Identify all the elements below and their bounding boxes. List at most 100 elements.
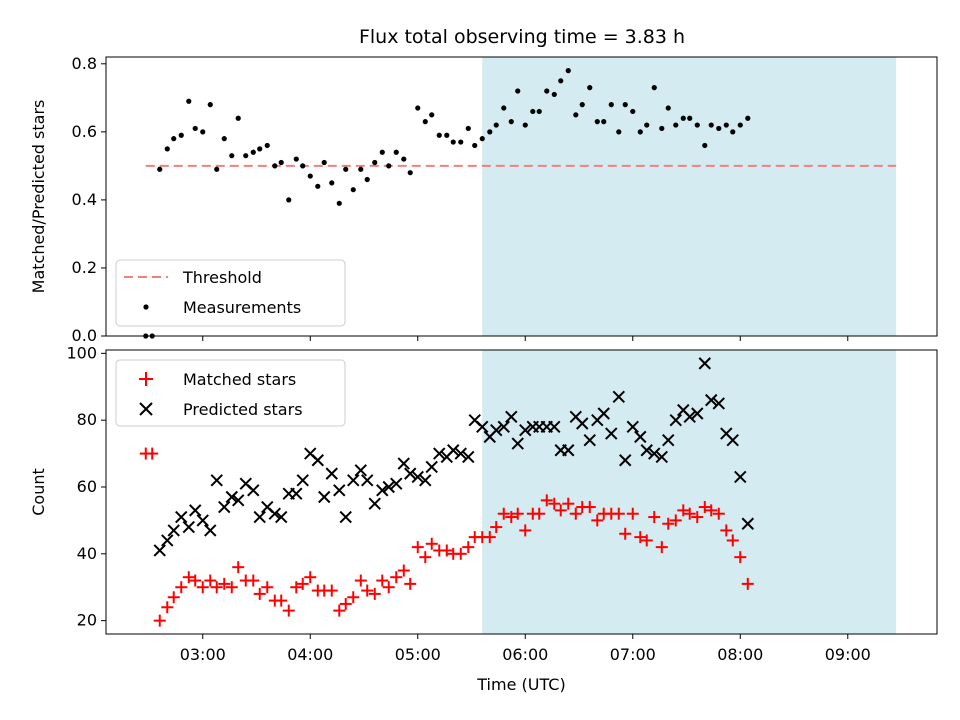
measurement-point	[214, 166, 220, 172]
predicted-star-point	[175, 510, 188, 524]
predicted-star-point	[519, 423, 532, 437]
measurement-point	[487, 129, 493, 135]
matched-star-point	[726, 534, 739, 547]
measurement-point	[708, 122, 714, 128]
y-tick-label: 20	[77, 611, 97, 630]
measurement-point	[379, 149, 385, 155]
predicted-star-point	[612, 390, 625, 403]
measurement-point	[544, 88, 550, 94]
measurement-point	[594, 119, 600, 125]
predicted-star-point	[318, 490, 331, 504]
predicted-star-point	[741, 517, 755, 530]
measurement-point	[307, 173, 313, 179]
measurement-point	[465, 125, 471, 132]
matched-star-point	[153, 614, 166, 627]
predicted-star-point	[411, 470, 424, 484]
measurement-point	[329, 180, 335, 186]
measurement-point	[637, 129, 643, 135]
y-tick-label: 40	[77, 544, 97, 563]
matched-star-point	[261, 581, 274, 594]
matched-star-point	[562, 497, 575, 510]
predicted-star-point	[605, 427, 618, 440]
measurement-point	[264, 142, 270, 149]
matched-star-point	[225, 581, 238, 594]
legend-predicted-label: Predicted stars	[183, 400, 303, 419]
matched-star-point	[167, 591, 180, 604]
measurement-point	[479, 136, 485, 142]
ratio-x-ticks	[202, 336, 849, 341]
measurement-point	[530, 108, 536, 115]
predicted-star-point	[683, 410, 696, 424]
predicted-star-point	[347, 474, 360, 487]
matched-star-point	[741, 577, 754, 590]
predicted-star-point	[290, 487, 303, 500]
predicted-star-point	[196, 514, 209, 527]
matched-star-point	[705, 504, 718, 517]
measurement-point	[386, 163, 392, 169]
measurement-point	[551, 91, 557, 98]
predicted-star-point	[640, 444, 653, 457]
predicted-star-point	[189, 504, 202, 517]
matched-star-point	[189, 574, 202, 587]
matched-star-point	[712, 507, 725, 520]
measurement-point	[171, 136, 177, 142]
count-legend-box	[115, 359, 346, 427]
matched-star-point	[669, 514, 682, 527]
matched-star-point	[411, 541, 424, 554]
matched-star-point	[333, 604, 346, 617]
measurement-point	[364, 176, 370, 183]
predicted-star-point	[476, 420, 489, 434]
observing-window-shade-bottom	[482, 350, 897, 634]
measurement-point	[737, 122, 743, 128]
measurement-point	[278, 159, 284, 166]
matched-star-point	[497, 507, 510, 520]
measurement-point	[436, 132, 442, 138]
matched-star-point	[662, 517, 675, 530]
matched-star-point	[161, 601, 174, 614]
measurement-point	[536, 108, 542, 115]
y-tick-label: 0.8	[72, 54, 97, 73]
predicted-star-point	[619, 454, 632, 467]
predicted-star-point	[583, 434, 596, 447]
legend-threshold-label: Threshold	[182, 268, 262, 287]
measurement-point	[579, 102, 585, 108]
predicted-star-point	[268, 507, 281, 520]
matched-star-point	[612, 507, 625, 520]
measurement-point	[372, 159, 378, 166]
measurement-point	[745, 115, 751, 121]
predicted-star-point	[182, 520, 195, 534]
predicted-star-point	[419, 474, 432, 487]
matched-star-point	[282, 604, 295, 617]
measurement-point	[358, 166, 364, 172]
predicted-star-point	[225, 490, 238, 504]
matched-star-point	[404, 577, 417, 590]
measurement-point	[250, 149, 256, 155]
measurement-point	[651, 85, 657, 91]
x-tick-label: 07:00	[610, 645, 656, 664]
measurement-point	[673, 122, 679, 128]
matched-star-point	[583, 501, 596, 514]
predicted-star-point	[333, 484, 346, 497]
legend-matched-label: Matched stars	[183, 370, 296, 389]
legend-measurements-label: Measurements	[183, 298, 301, 317]
measurement-point	[573, 112, 579, 118]
measurement-point	[644, 122, 650, 128]
matched-star-point	[304, 571, 317, 584]
legend-matched-swatch	[139, 372, 153, 386]
measurement-point	[336, 200, 342, 206]
count-legend: Matched stars Predicted stars	[115, 359, 346, 427]
measurement-point	[622, 102, 628, 108]
measurement-point	[286, 197, 292, 203]
predicted-star-point	[712, 397, 725, 410]
matched-star-point	[677, 504, 690, 517]
x-tick-label: 06:00	[502, 645, 548, 664]
measurement-point	[207, 102, 213, 108]
matched-star-point	[626, 507, 639, 520]
measurement-point	[321, 159, 327, 166]
x-tick-label: 04:00	[287, 645, 333, 664]
matched-star-point	[720, 524, 733, 537]
predicted-star-point	[462, 450, 475, 464]
predicted-star-point	[562, 444, 575, 457]
measurement-point	[730, 129, 736, 135]
